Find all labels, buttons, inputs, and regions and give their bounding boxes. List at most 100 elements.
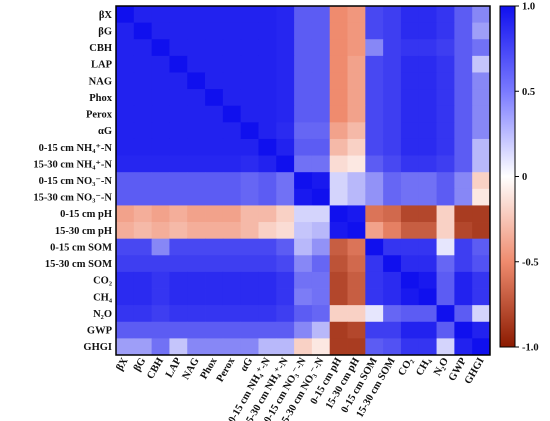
heatmap-cell: [133, 188, 153, 206]
heatmap-cell: [400, 55, 420, 73]
heatmap-cell: [472, 89, 491, 107]
heatmap-cell: [436, 138, 455, 156]
heatmap-cell: [151, 205, 170, 223]
heatmap-cell: [294, 271, 313, 289]
heatmap-cell: [205, 72, 224, 90]
heatmap-cell: [187, 89, 206, 107]
column-label: CH₄: [414, 355, 433, 378]
heatmap-cell: [258, 338, 277, 356]
heatmap-cell: [472, 205, 491, 223]
heatmap-cell: [383, 6, 402, 24]
heatmap-cell: [240, 138, 259, 156]
heatmap-cell: [205, 122, 224, 140]
heatmap-cell: [400, 222, 420, 240]
heatmap-cell: [222, 255, 242, 273]
heatmap-cell: [116, 238, 135, 256]
row-label: 0-15 cm NO₃⁻-N: [39, 176, 113, 187]
heatmap-cell: [151, 321, 170, 339]
heatmap-cell: [116, 288, 135, 306]
heatmap-cell: [454, 238, 473, 256]
heatmap-cell: [240, 255, 259, 273]
heatmap-cell: [454, 288, 473, 306]
heatmap-cell: [365, 172, 384, 190]
heatmap-cell: [187, 39, 206, 57]
row-label: 0-15 cm NH₄⁺-N: [39, 143, 113, 154]
heatmap-cell: [258, 222, 277, 240]
heatmap-cell: [383, 255, 402, 273]
heatmap-cell: [276, 105, 295, 123]
heatmap-cell: [187, 222, 206, 240]
heatmap-cell: [347, 55, 366, 73]
heatmap-cell: [205, 39, 224, 57]
heatmap-cell: [133, 55, 153, 73]
heatmap-cell: [418, 238, 437, 256]
heatmap-cell: [454, 188, 473, 206]
heatmap-cell: [258, 138, 277, 156]
heatmap-cell: [472, 122, 491, 140]
heatmap-cell: [151, 338, 170, 356]
heatmap-cell: [276, 238, 295, 256]
heatmap-cell: [383, 305, 402, 323]
heatmap-cell: [240, 55, 259, 73]
heatmap-cell: [329, 338, 348, 356]
heatmap-cell: [116, 222, 135, 240]
heatmap-cell: [133, 222, 153, 240]
row-label: GHGI: [83, 342, 112, 353]
heatmap-cell: [187, 55, 206, 73]
heatmap-cell: [383, 55, 402, 73]
heatmap-cell: [418, 338, 437, 356]
heatmap-cell: [276, 6, 295, 24]
heatmap-cell: [400, 122, 420, 140]
heatmap-cells: [116, 6, 491, 356]
heatmap-cell: [418, 222, 437, 240]
heatmap-cell: [187, 255, 206, 273]
heatmap-cell: [258, 188, 277, 206]
heatmap-cell: [169, 22, 188, 40]
heatmap-cell: [116, 155, 135, 173]
heatmap-cell: [222, 271, 242, 289]
row-label: N₂O: [93, 309, 112, 320]
heatmap-cell: [400, 6, 420, 24]
heatmap-cell: [436, 338, 455, 356]
heatmap-cell: [365, 39, 384, 57]
heatmap-cell: [347, 6, 366, 24]
heatmap-cell: [133, 39, 153, 57]
heatmap-cell: [400, 305, 420, 323]
heatmap-cell: [169, 255, 188, 273]
heatmap-cell: [365, 338, 384, 356]
heatmap-cell: [383, 72, 402, 90]
heatmap-cell: [294, 138, 313, 156]
heatmap-cell: [347, 321, 366, 339]
heatmap-cell: [329, 22, 348, 40]
heatmap-cell: [222, 222, 242, 240]
heatmap-cell: [347, 288, 366, 306]
heatmap-cell: [400, 39, 420, 57]
heatmap-cell: [383, 122, 402, 140]
heatmap-cell: [418, 138, 437, 156]
heatmap-cell: [116, 89, 135, 107]
heatmap-cell: [436, 39, 455, 57]
heatmap-cell: [133, 22, 153, 40]
heatmap-cell: [365, 22, 384, 40]
heatmap-cell: [116, 271, 135, 289]
row-label: 0-15 cm pH: [60, 209, 112, 220]
heatmap-cell: [276, 39, 295, 57]
heatmap-cell: [400, 271, 420, 289]
heatmap-cell: [365, 271, 384, 289]
heatmap-cell: [311, 55, 331, 73]
heatmap-cell: [436, 72, 455, 90]
heatmap-cell: [116, 55, 135, 73]
heatmap-cell: [133, 172, 153, 190]
heatmap-cell: [187, 105, 206, 123]
row-label: αG: [98, 126, 112, 137]
heatmap-cell: [116, 205, 135, 223]
heatmap-cell: [454, 72, 473, 90]
heatmap-cell: [365, 222, 384, 240]
heatmap-cell: [205, 288, 224, 306]
heatmap-cell: [329, 205, 348, 223]
heatmap-cell: [276, 155, 295, 173]
heatmap-cell: [205, 89, 224, 107]
heatmap-cell: [418, 205, 437, 223]
heatmap-cell: [436, 321, 455, 339]
